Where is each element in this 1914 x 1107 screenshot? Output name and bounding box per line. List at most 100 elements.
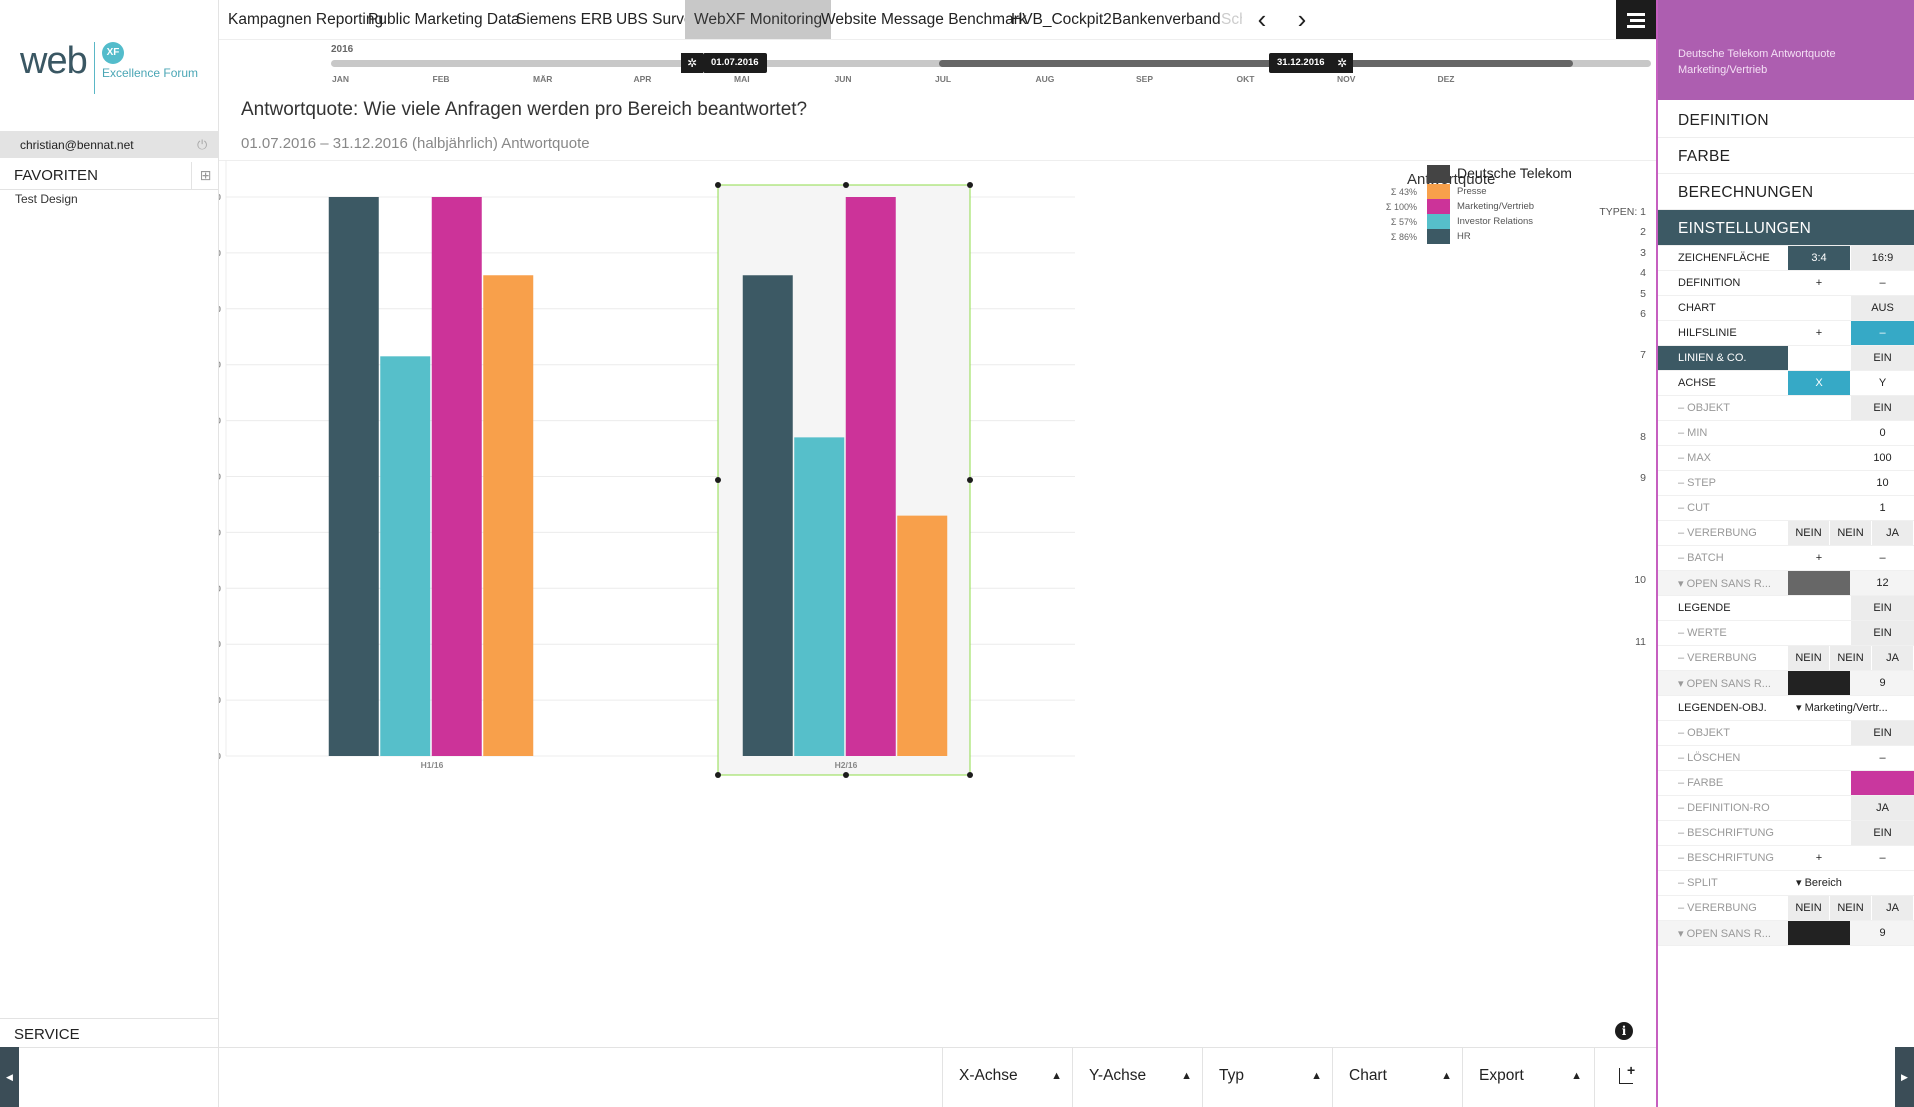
gear-icon[interactable]: ✲ bbox=[1331, 53, 1353, 73]
bar-marketing-vertrieb[interactable] bbox=[431, 197, 482, 756]
y-achse-button[interactable]: Y-Achse ▲ bbox=[1072, 1048, 1202, 1107]
setting-option[interactable]: EIN bbox=[1851, 821, 1914, 845]
chevron-left-icon[interactable]: ‹ bbox=[1242, 0, 1282, 39]
setting-option[interactable]: X bbox=[1788, 371, 1850, 395]
bar-presse[interactable] bbox=[483, 275, 534, 756]
setting-option[interactable] bbox=[1788, 596, 1850, 620]
x-achse-button[interactable]: X-Achse ▲ bbox=[942, 1048, 1072, 1107]
setting-option[interactable] bbox=[1788, 571, 1850, 595]
tab-item[interactable]: Public Marketing Data bbox=[368, 11, 520, 28]
setting-dropdown[interactable]: ▾ Bereich bbox=[1796, 877, 1842, 889]
resize-handle[interactable] bbox=[843, 772, 849, 778]
user-account[interactable]: christian@bennat.net ⏻ bbox=[0, 131, 219, 158]
setting-option[interactable] bbox=[1851, 771, 1914, 795]
collapse-right-icon[interactable]: ▶ bbox=[1895, 1047, 1914, 1107]
service-menu[interactable]: SERVICE bbox=[0, 1018, 219, 1047]
setting-option[interactable]: AUS bbox=[1851, 296, 1914, 320]
tab-item[interactable]: Website Message Benchmark bbox=[821, 11, 1027, 28]
resize-handle[interactable] bbox=[715, 772, 721, 778]
setting-option[interactable]: – bbox=[1879, 752, 1886, 764]
add-favorite-icon[interactable]: ⊞ bbox=[191, 162, 219, 189]
resize-handle[interactable] bbox=[715, 477, 721, 483]
tab-item[interactable]: Kampagnen Reporting bbox=[228, 11, 384, 28]
power-icon[interactable]: ⏻ bbox=[197, 137, 208, 152]
setting-option[interactable]: – bbox=[1879, 277, 1886, 289]
tab-item[interactable]: HVB_Cockpit2 bbox=[1011, 11, 1112, 28]
tab-item[interactable]: Sch bbox=[1221, 11, 1248, 28]
setting-option[interactable]: – bbox=[1851, 321, 1914, 345]
timeline[interactable]: 2016 ✲ 01.07.2016 31.12.2016 ✲ JAN FEB MÄR… bbox=[219, 40, 1656, 90]
bar-hr[interactable] bbox=[328, 197, 379, 756]
gear-icon[interactable]: ✲ bbox=[681, 53, 703, 73]
setting-option[interactable] bbox=[1788, 746, 1850, 770]
chevron-right-icon[interactable]: › bbox=[1282, 0, 1322, 39]
setting-option[interactable] bbox=[1788, 721, 1850, 745]
setting-option[interactable]: JA bbox=[1872, 521, 1913, 545]
setting-option[interactable] bbox=[1788, 796, 1850, 820]
setting-option[interactable]: + bbox=[1815, 277, 1823, 289]
section-berechnungen[interactable]: BERECHNUNGEN bbox=[1658, 174, 1914, 210]
bar-investor-relations[interactable] bbox=[380, 356, 431, 756]
setting-option[interactable] bbox=[1788, 446, 1850, 470]
favorites-header[interactable]: FAVORITEN ⊞ bbox=[0, 162, 219, 190]
setting-option[interactable] bbox=[1788, 821, 1850, 845]
section-farbe[interactable]: FARBE bbox=[1658, 138, 1914, 174]
timeline-month[interactable]: MAI bbox=[734, 74, 750, 84]
setting-option[interactable]: 9 bbox=[1879, 677, 1886, 689]
setting-dropdown[interactable]: ▾ Marketing/Vertr... bbox=[1796, 702, 1888, 714]
section-definition[interactable]: DEFINITION bbox=[1658, 102, 1914, 138]
section-einstellungen[interactable]: EINSTELLUNGEN bbox=[1658, 210, 1914, 246]
setting-option[interactable]: + bbox=[1815, 552, 1823, 564]
setting-option[interactable] bbox=[1788, 471, 1850, 495]
chart-button[interactable]: Chart ▲ bbox=[1332, 1048, 1462, 1107]
setting-option[interactable]: 12 bbox=[1876, 577, 1889, 589]
setting-option[interactable]: EIN bbox=[1851, 621, 1914, 645]
setting-option[interactable]: 10 bbox=[1876, 477, 1889, 489]
bar-investor-relations[interactable] bbox=[794, 437, 845, 756]
bar-presse[interactable] bbox=[897, 515, 948, 756]
timeline-month[interactable]: JUN bbox=[834, 74, 852, 84]
timeline-month[interactable]: JUL bbox=[935, 74, 952, 84]
setting-option[interactable]: 3:4 bbox=[1788, 246, 1850, 270]
setting-option[interactable]: EIN bbox=[1851, 721, 1914, 745]
setting-option[interactable]: + bbox=[1815, 327, 1823, 339]
setting-option[interactable]: NEIN bbox=[1830, 896, 1871, 920]
timeline-end-handle[interactable]: 31.12.2016 bbox=[1269, 53, 1333, 73]
setting-option[interactable] bbox=[1788, 421, 1850, 445]
timeline-start-handle[interactable]: 01.07.2016 bbox=[703, 53, 767, 73]
timeline-month[interactable]: JAN bbox=[332, 74, 350, 84]
setting-option[interactable]: EIN bbox=[1851, 596, 1914, 620]
setting-option[interactable]: 16:9 bbox=[1851, 246, 1914, 270]
menu-icon[interactable] bbox=[1616, 0, 1656, 39]
setting-option[interactable]: + bbox=[1815, 852, 1823, 864]
setting-option[interactable]: 1 bbox=[1879, 502, 1886, 514]
setting-option[interactable]: JA bbox=[1851, 796, 1914, 820]
setting-option[interactable]: NEIN bbox=[1788, 646, 1829, 670]
setting-option[interactable]: – bbox=[1879, 552, 1886, 564]
timeline-month[interactable]: OKT bbox=[1236, 74, 1255, 84]
setting-option[interactable]: NEIN bbox=[1788, 521, 1829, 545]
setting-option[interactable]: 0 bbox=[1879, 427, 1886, 439]
timeline-month[interactable]: MÄR bbox=[533, 74, 553, 84]
setting-option[interactable] bbox=[1788, 771, 1850, 795]
resize-handle[interactable] bbox=[967, 772, 973, 778]
setting-option[interactable]: 9 bbox=[1879, 927, 1886, 939]
timeline-month[interactable]: NOV bbox=[1337, 74, 1356, 84]
tab-item[interactable]: Bankenverband bbox=[1112, 11, 1221, 28]
setting-option[interactable]: NEIN bbox=[1830, 646, 1871, 670]
bar-hr[interactable] bbox=[742, 275, 793, 756]
tab-item[interactable]: Siemens ERB bbox=[516, 11, 613, 28]
collapse-left-icon[interactable]: ◀ bbox=[0, 1047, 19, 1107]
setting-option[interactable]: JA bbox=[1872, 646, 1913, 670]
export-button[interactable]: Export ▲ bbox=[1462, 1048, 1592, 1107]
info-icon[interactable]: i bbox=[1615, 1022, 1633, 1040]
tab-item[interactable]: WebXF Monitoring bbox=[685, 0, 832, 39]
setting-option[interactable]: NEIN bbox=[1830, 521, 1871, 545]
setting-option[interactable] bbox=[1788, 921, 1850, 945]
setting-option[interactable]: EIN bbox=[1851, 346, 1914, 370]
typ-button[interactable]: Typ ▲ bbox=[1202, 1048, 1332, 1107]
tab-item[interactable]: UBS Survey bbox=[616, 11, 701, 28]
new-tab-icon[interactable]: + bbox=[1594, 1048, 1656, 1107]
setting-option[interactable] bbox=[1788, 621, 1850, 645]
